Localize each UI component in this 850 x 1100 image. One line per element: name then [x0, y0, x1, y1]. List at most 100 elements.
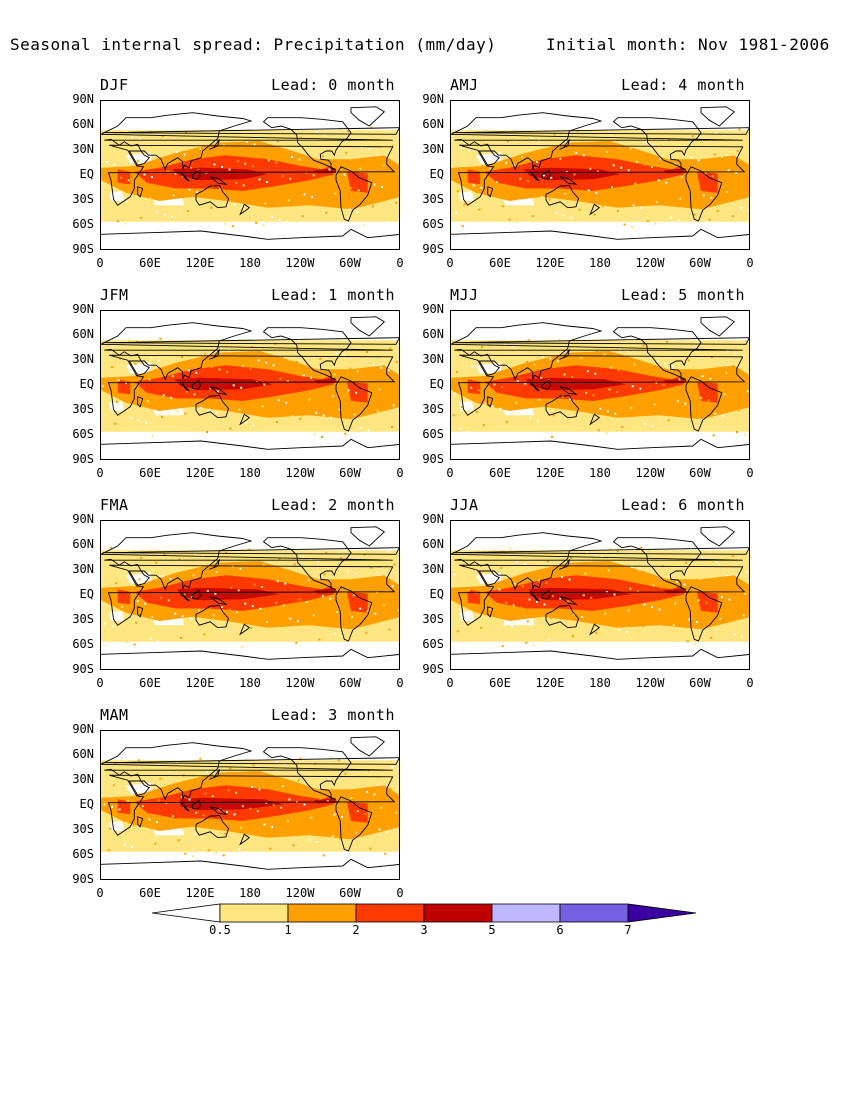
- coastline: [545, 394, 580, 419]
- coastline: [559, 176, 578, 185]
- lon-tick-label: 0: [396, 886, 404, 900]
- field-speckle: [370, 566, 373, 569]
- field-speckle: [306, 420, 309, 423]
- field-speckle: [187, 369, 190, 372]
- lat-tick-label: 60N: [72, 327, 94, 341]
- field-speckle: [456, 371, 458, 373]
- field-speckle: [598, 148, 601, 151]
- field-speckle: [596, 351, 598, 353]
- field-speckle: [538, 398, 541, 401]
- field-speckle: [336, 611, 338, 613]
- field-speckle: [261, 586, 263, 588]
- field-speckle: [721, 415, 724, 418]
- lat-tick-label: EQ: [429, 167, 444, 181]
- antarctica-coastline: [451, 648, 749, 660]
- lon-tick-label: 120W: [635, 466, 665, 480]
- field-speckle: [568, 578, 571, 581]
- panel-lead-label: Lead: 2 month: [271, 496, 395, 514]
- field-speckle: [354, 572, 357, 575]
- field-speckle: [204, 352, 207, 355]
- field-speckle: [274, 782, 277, 785]
- field-speckle: [505, 161, 508, 164]
- field-speckle: [744, 592, 747, 595]
- field-speckle: [670, 216, 673, 219]
- coastline: [137, 186, 144, 198]
- field-speckle: [112, 344, 115, 347]
- coastline: [191, 379, 201, 390]
- field-speckle: [620, 606, 623, 609]
- field-speckle: [176, 761, 178, 763]
- field-speckle: [540, 376, 543, 379]
- field-speckle: [352, 594, 355, 597]
- field-speckle: [534, 622, 537, 625]
- field-speckle: [746, 571, 748, 573]
- field-speckle: [281, 785, 284, 788]
- coastline: [478, 570, 501, 586]
- field-speckle: [349, 367, 352, 370]
- field-speckle: [562, 554, 565, 557]
- field-speckle: [185, 571, 188, 574]
- field-speckle: [213, 773, 216, 776]
- field-speckle: [211, 795, 214, 798]
- field-speckle: [640, 206, 643, 209]
- field-speckle: [619, 347, 622, 350]
- field-speckle: [336, 430, 339, 433]
- field-speckle: [280, 806, 283, 809]
- field-speckle: [227, 789, 230, 792]
- field-speckle: [741, 636, 743, 638]
- level-3-5-region: [177, 587, 279, 601]
- field-speckle: [168, 758, 171, 761]
- coastline: [559, 138, 571, 150]
- field-speckle: [649, 627, 652, 630]
- antarctica-coastline: [451, 438, 749, 450]
- field-speckle: [460, 146, 463, 149]
- field-speckle: [497, 159, 500, 162]
- field-speckle: [507, 399, 510, 402]
- field-speckle: [645, 141, 648, 144]
- speckle-layer: [101, 546, 399, 648]
- lat-tick-label: 60S: [72, 217, 94, 231]
- field-speckle: [266, 621, 268, 623]
- field-speckle: [177, 839, 180, 842]
- field-speckle: [350, 186, 353, 189]
- field-speckle: [145, 421, 148, 424]
- field-speckle: [690, 156, 693, 159]
- field-speckle: [566, 600, 569, 603]
- field-speckle: [583, 413, 586, 416]
- panel-season-label: MAM: [100, 706, 129, 724]
- field-speckle: [631, 226, 633, 228]
- field-speckle: [652, 144, 655, 147]
- field-speckle: [346, 570, 349, 573]
- lat-tick-label: 30N: [72, 772, 94, 786]
- field-speckle: [551, 436, 553, 438]
- coastline: [350, 526, 386, 547]
- coastline: [559, 596, 578, 605]
- field-speckle: [651, 425, 654, 428]
- field-speckle: [366, 170, 369, 173]
- field-speckle: [725, 371, 728, 374]
- field-speckle: [133, 643, 136, 646]
- field-speckle: [310, 816, 313, 819]
- field-speckle: [306, 760, 309, 763]
- field-speckle: [241, 646, 243, 648]
- field-speckle: [251, 165, 254, 168]
- field-speckle: [382, 604, 385, 607]
- field-speckle: [715, 131, 718, 134]
- field-speckle: [609, 207, 612, 210]
- coastline: [612, 537, 702, 590]
- lat-tick-label: 60N: [422, 327, 444, 341]
- field-speckle: [231, 406, 233, 408]
- panel-lead-label: Lead: 5 month: [621, 286, 745, 304]
- coastlines: [451, 526, 749, 660]
- field-speckle: [671, 646, 673, 648]
- field-speckle: [384, 142, 387, 145]
- field-speckle: [151, 435, 154, 438]
- panel-mjj: MJJ Lead: 5 month 90N 60N 30N EQ 30S 60S 90S 0 60E…: [422, 286, 753, 480]
- field-speckle: [326, 371, 328, 373]
- lat-tick-label: 30N: [72, 352, 94, 366]
- colorbar-low-arrow: [151, 903, 221, 923]
- map-frame: [100, 520, 400, 670]
- field-speckle: [527, 339, 530, 342]
- field-speckle: [710, 196, 713, 199]
- field-speckle: [300, 136, 303, 139]
